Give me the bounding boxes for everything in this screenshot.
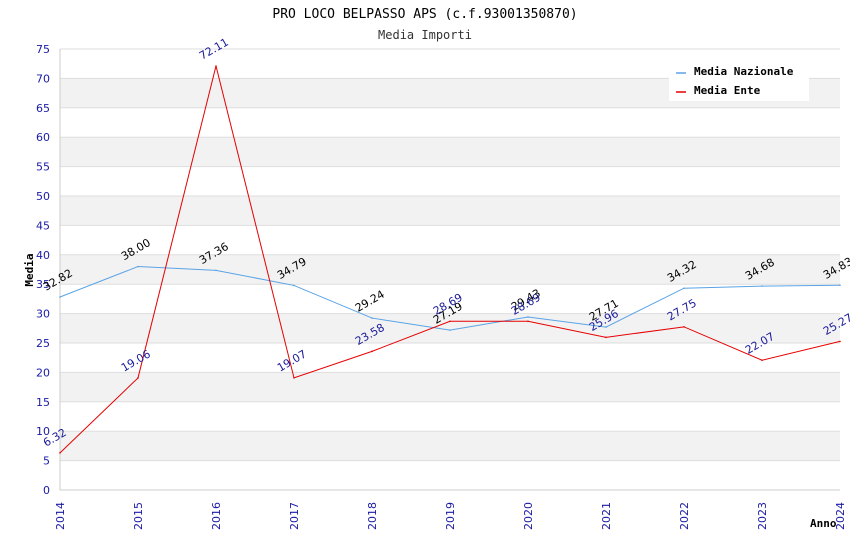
- data-point: [137, 265, 139, 268]
- legend-box: [669, 60, 809, 101]
- x-axis-ticks: 2014 2015 2016 2017 2018 2019 2020 2021 2022 2023…: [54, 502, 847, 530]
- grid-band: [60, 460, 840, 490]
- y-tick-label: 70: [36, 72, 50, 85]
- y-tick-label: 15: [36, 396, 50, 409]
- y-tick-label: 30: [36, 308, 50, 321]
- data-point: [527, 316, 529, 318]
- x-axis-label: Anno: [810, 517, 837, 530]
- x-tick-label: 2023: [756, 502, 769, 530]
- x-tick-label: 2014: [54, 502, 67, 530]
- data-point: [605, 326, 607, 328]
- y-axis-ticks: 0 5 10 15 20 25 30 35 40 45 50 55 60 65 70 75: [36, 43, 50, 497]
- data-point: [605, 336, 607, 339]
- x-tick-label: 2020: [522, 502, 535, 530]
- y-tick-label: 50: [36, 190, 50, 203]
- legend-label-media-ente: Media Ente: [694, 84, 761, 97]
- grid-band: [60, 284, 840, 314]
- data-point: [371, 317, 373, 319]
- x-tick-label: 2024: [834, 502, 847, 530]
- legend: Media Nazionale Media Ente: [669, 60, 809, 101]
- y-tick-label: 75: [36, 43, 50, 56]
- grid-band: [60, 343, 840, 373]
- x-tick-label: 2022: [678, 502, 691, 530]
- grid-band: [60, 431, 840, 461]
- y-tick-label: 45: [36, 219, 50, 232]
- data-point: [839, 340, 841, 343]
- y-tick-label: 10: [36, 425, 50, 438]
- data-point: [371, 350, 373, 353]
- grid-band: [60, 401, 840, 432]
- y-axis-label: Media: [23, 253, 36, 286]
- grid-band: [60, 372, 840, 402]
- y-tick-label: 25: [36, 337, 50, 350]
- chart-subtitle: Media Importi: [378, 28, 472, 42]
- grid-band: [60, 196, 840, 226]
- y-tick-label: 65: [36, 102, 50, 115]
- y-tick-label: 35: [36, 278, 50, 291]
- x-tick-label: 2018: [366, 502, 379, 530]
- legend-label-media-nazionale: Media Nazionale: [694, 65, 794, 78]
- y-tick-label: 20: [36, 366, 50, 379]
- grid-band: [60, 107, 840, 138]
- y-tick-label: 55: [36, 161, 50, 174]
- data-point: [761, 359, 763, 362]
- data-point: [683, 287, 685, 289]
- y-tick-label: 0: [43, 484, 50, 497]
- chart-title: PRO LOCO BELPASSO APS (c.f.93001350870): [272, 7, 577, 22]
- x-tick-label: 2015: [132, 502, 145, 530]
- data-point: [59, 296, 61, 298]
- x-tick-label: 2017: [288, 502, 301, 530]
- data-point: [449, 320, 451, 323]
- x-tick-label: 2019: [444, 502, 457, 530]
- y-tick-label: 60: [36, 131, 50, 144]
- x-tick-label: 2016: [210, 502, 223, 530]
- grid-band: [60, 225, 840, 255]
- grid-band: [60, 254, 840, 285]
- y-tick-label: 40: [36, 249, 50, 262]
- data-point: [449, 329, 451, 331]
- data-point: [293, 284, 295, 287]
- data-point: [59, 452, 61, 454]
- grid-band: [60, 166, 840, 196]
- data-point: [683, 326, 685, 328]
- data-point: [137, 377, 139, 379]
- data-point: [761, 285, 763, 287]
- data-point: [839, 284, 841, 286]
- grid-band: [60, 137, 840, 167]
- x-tick-label: 2021: [600, 502, 613, 530]
- data-point: [293, 377, 295, 379]
- series-lines: [59, 65, 841, 454]
- data-point: [215, 65, 217, 67]
- y-tick-label: 5: [43, 455, 50, 468]
- data-point: [527, 320, 529, 323]
- data-point: [215, 269, 217, 272]
- grid-bands: [60, 48, 840, 491]
